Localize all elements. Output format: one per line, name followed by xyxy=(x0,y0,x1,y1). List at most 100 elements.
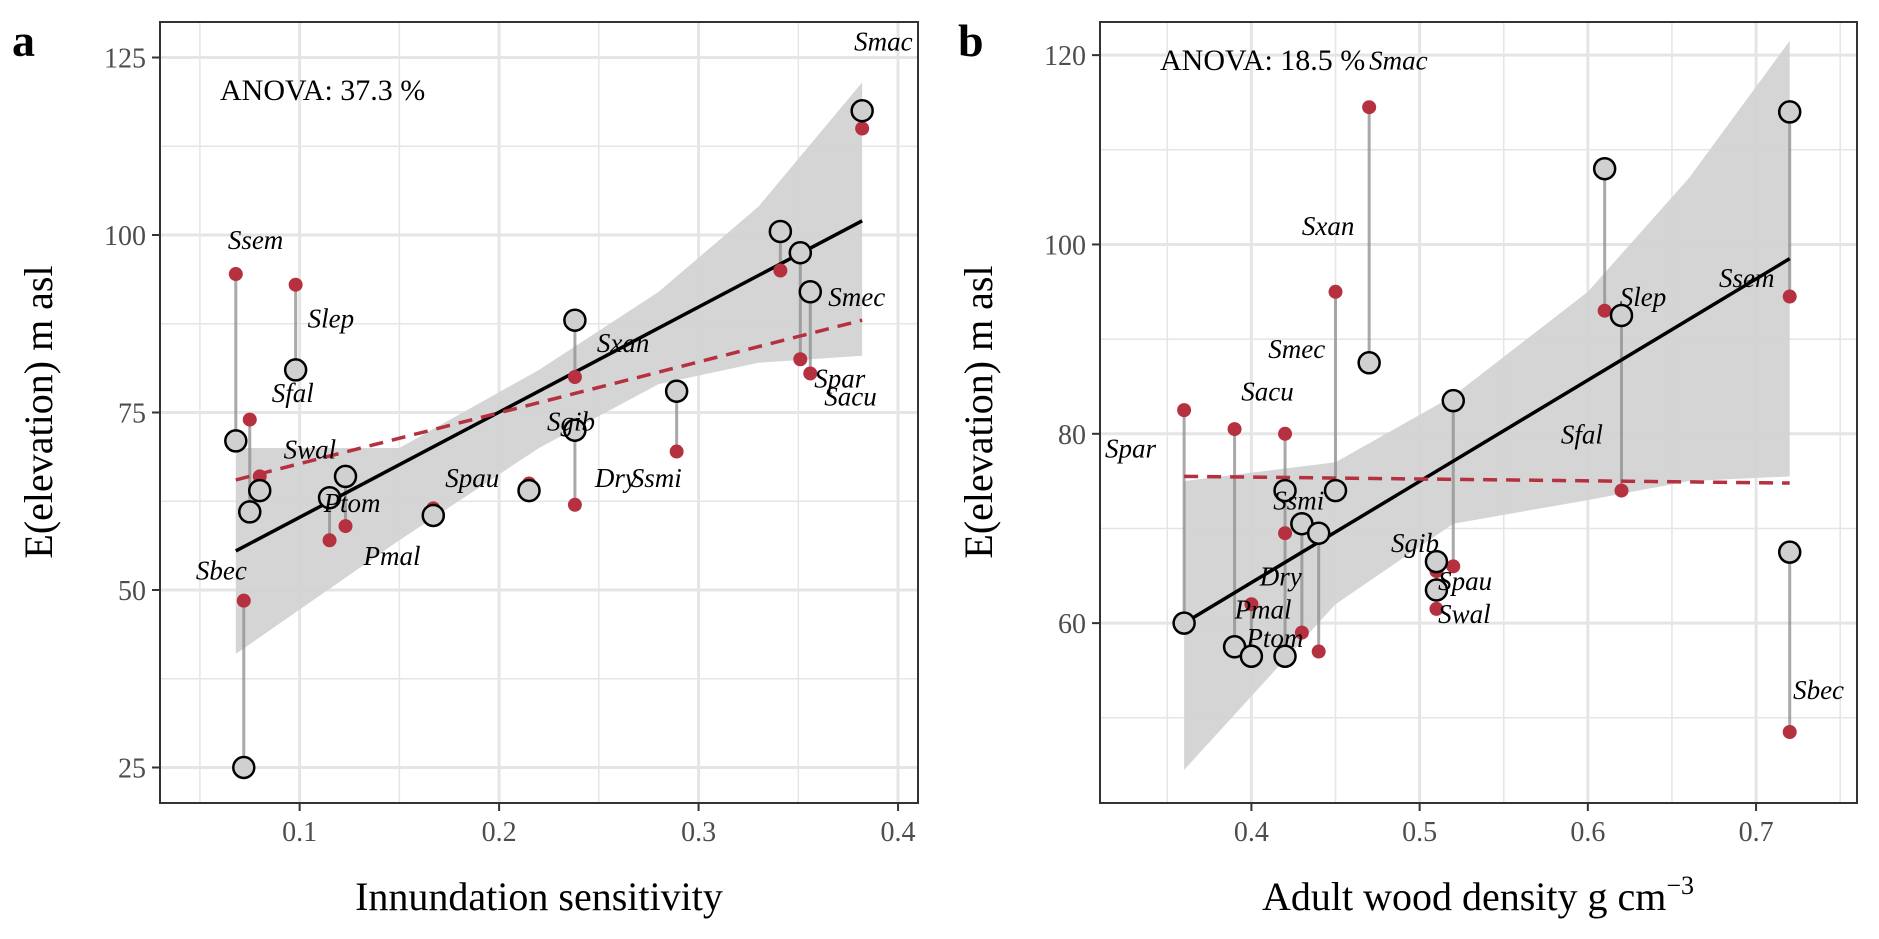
panel-a-observed-point xyxy=(788,241,813,265)
panel-b-observed-point xyxy=(1172,611,1196,635)
panel-a-species-label: Pmal xyxy=(362,541,420,571)
panel-a-y-tick-label: 50 xyxy=(118,576,146,607)
panel-b-observed-point xyxy=(1592,156,1617,181)
panel-b-observed-point xyxy=(1323,478,1348,503)
panel-b-observed-point xyxy=(1273,478,1297,503)
panel-a-predicted-point xyxy=(338,519,353,534)
panel-b-observed-point xyxy=(1441,388,1466,413)
panel-b-predicted-point xyxy=(1244,597,1259,612)
panel-a-anova-annotation: ANOVA: 37.3 % xyxy=(220,74,425,107)
panel-b-observed-point xyxy=(1777,540,1802,564)
panel-b-x-axis-title-main: Adult wood density g cm xyxy=(1262,874,1666,919)
panel-b-predicted-point xyxy=(1177,403,1192,418)
panel-a-x-tick-label: 0.1 xyxy=(282,817,317,848)
panel-b-species-label: Swal xyxy=(1438,599,1491,629)
panel-a: a Smac Ssem Slep Sfal Swal Ptom Pmal Sbec Spau Sg… xyxy=(12,15,919,919)
panel-a-observed-point xyxy=(798,280,823,304)
panel-a-predicted-point xyxy=(669,444,684,459)
panel-b-predicted-point xyxy=(1429,601,1444,616)
panel-a-ci-ribbon xyxy=(235,82,863,654)
panel-b-predicted-point xyxy=(1614,483,1629,498)
panel-a-x-axis-title: Innundation sensitivity xyxy=(355,874,723,919)
panel-a-observed-point xyxy=(232,755,256,780)
panel-b-x-tick-label: 0.4 xyxy=(1234,817,1269,848)
panel-a-observed-point xyxy=(224,429,248,453)
panel-b-x-tick-label: 0.7 xyxy=(1739,817,1774,848)
panel-b-border xyxy=(1099,21,1858,804)
panel-a-species-label: Swal xyxy=(284,435,337,465)
panel-b-predicted-point xyxy=(1227,422,1242,437)
panel-a-predicted-point xyxy=(567,370,582,384)
panel-b-predicted-point xyxy=(1782,289,1797,304)
panel-a-observed-point xyxy=(850,99,874,123)
panel-b-observed-point xyxy=(1306,521,1331,545)
panel-b-species-label: Ssmi xyxy=(1273,486,1324,516)
panel-a-species-label: Spau xyxy=(445,463,499,493)
panel-a-species-label: Sxan xyxy=(597,328,649,358)
panel-a-predicted-point xyxy=(803,366,818,381)
panel-b-y-tick-label: 120 xyxy=(1044,41,1086,72)
panel-b-observed-point xyxy=(1424,578,1449,602)
panel-a-observed-point xyxy=(247,478,272,503)
panel-a-observed-point xyxy=(563,418,587,442)
panel-a-predicted-point xyxy=(322,533,337,548)
panel-a-observed-point xyxy=(664,379,689,403)
panel-b-predicted-point xyxy=(1597,303,1612,318)
panel-a-ticks: 0.1 0.2 0.3 0.4 25 50 75 100 125 xyxy=(104,44,916,849)
panel-b-species-label: Sxan xyxy=(1302,211,1354,241)
panel-a-species-label: Sfal xyxy=(272,378,314,408)
panel-b-species-label: Sfal xyxy=(1561,419,1603,449)
panel-a-predicted-point xyxy=(288,277,303,292)
panel-a-species-label: Sbec xyxy=(196,555,247,585)
panel-a-observed-point xyxy=(283,358,308,382)
panel-a-observed-point xyxy=(517,478,541,503)
panel-a-species-label: Sacu xyxy=(824,381,876,411)
panel-b-species-label: Slep xyxy=(1620,282,1667,312)
panel-b-observed-point xyxy=(1357,351,1381,375)
panel-b-x-axis-title-superscript: −3 xyxy=(1666,871,1694,900)
panel-a-x-tick-label: 0.2 xyxy=(482,817,517,848)
panel-a-y-tick-label: 100 xyxy=(104,221,146,252)
panel-b-species-label: Pmal xyxy=(1234,594,1292,624)
panel-b-fit-lines xyxy=(1183,257,1791,625)
panel-a-observed-point xyxy=(333,464,358,489)
panel-b-points xyxy=(1172,100,1802,739)
panel-b-predicted-point xyxy=(1328,284,1343,299)
panel-a-species-label: Ptom xyxy=(323,488,381,518)
panel-b-species-label: Smac xyxy=(1369,45,1427,75)
panel-a-species-label: Sgib xyxy=(547,406,595,436)
panel-b-ci-ribbon xyxy=(1184,40,1790,770)
panel-a-y-tick-label: 25 xyxy=(118,754,146,785)
panel-b-species-label: Ssem xyxy=(1719,263,1775,293)
panel-a-observed-point xyxy=(317,485,342,510)
panel-a-observed-point xyxy=(421,503,446,528)
panel-b-observed-point xyxy=(1239,644,1264,669)
panel-a-species-label: Dry xyxy=(594,463,637,493)
panel-b-species-label: Sacu xyxy=(1241,377,1293,407)
panel-b-predicted-point xyxy=(1311,644,1326,659)
panel-a-species-label: Slep xyxy=(308,303,355,333)
panel-b-observed-point xyxy=(1609,303,1634,328)
panel-b-predicted-point xyxy=(1278,526,1293,541)
panel-b-observed-point xyxy=(1273,644,1297,669)
panel-a-predicted-fit-line xyxy=(235,318,863,482)
panel-b-species-label: Sgib xyxy=(1391,528,1439,558)
panel-a-species-label: Spar xyxy=(814,364,866,394)
panel-b-confidence-ribbon xyxy=(1184,40,1790,770)
panel-a-y-axis-title: E(elevation) m asl xyxy=(16,265,61,558)
panel-b-anova-annotation: ANOVA: 18.5 % xyxy=(1160,44,1365,77)
panel-b-y-tick-label: 100 xyxy=(1044,230,1086,261)
panel-b-species-label: Dry xyxy=(1259,561,1302,591)
panel-a-x-tick-label: 0.4 xyxy=(881,817,916,848)
panel-b-y-tick-label: 60 xyxy=(1058,609,1086,640)
panel-b-y-tick-label: 80 xyxy=(1058,420,1086,451)
panel-a-confidence-ribbon xyxy=(235,82,863,654)
panel-b-species-label: Smec xyxy=(1268,334,1325,364)
panel-a-observed-point xyxy=(768,219,793,244)
panel-b-predicted-point xyxy=(1446,559,1461,574)
panel-tag-b: b xyxy=(958,15,984,66)
panel-b-predicted-point xyxy=(1278,426,1293,441)
panel-a-observed-point xyxy=(238,500,262,524)
panel-b-x-tick-label: 0.5 xyxy=(1402,817,1437,848)
